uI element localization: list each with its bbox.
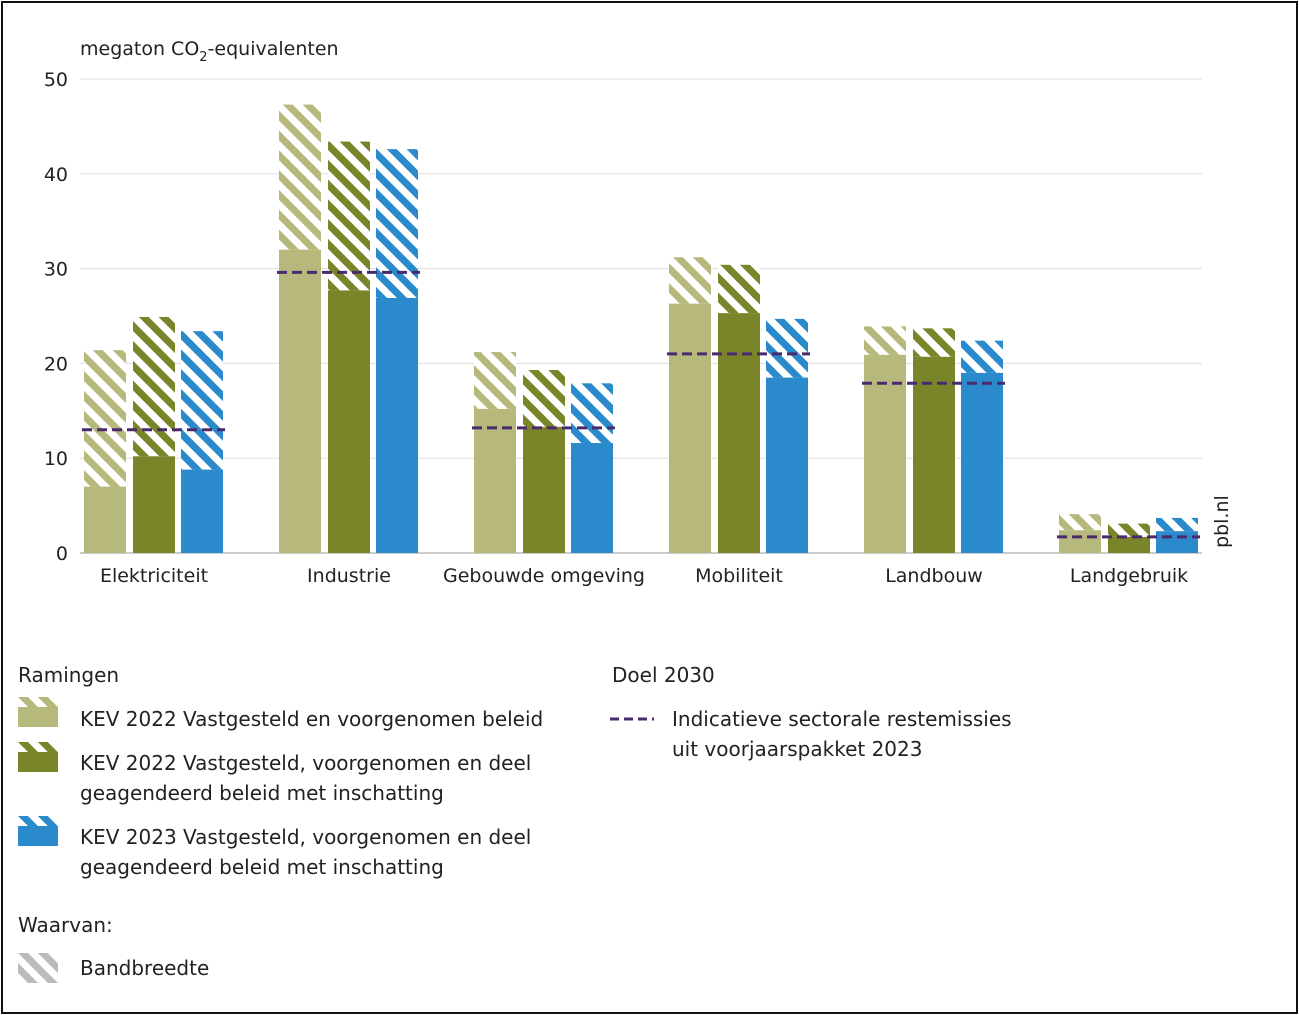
bar-range — [279, 104, 321, 250]
y-tick-label: 50 — [44, 69, 68, 91]
bar — [181, 469, 223, 553]
y-tick-label: 0 — [56, 543, 68, 565]
legend-swatch-bandbreedte — [18, 953, 58, 983]
legend-swatch-kev2022-vvd — [18, 742, 58, 772]
bar — [279, 249, 321, 553]
bar-range — [766, 318, 808, 378]
legend-item-2: KEV 2022 Vastgesteld, voorgenomen en dee… — [80, 751, 532, 805]
source-label: pbl.nl — [1211, 495, 1233, 548]
bar — [376, 297, 418, 553]
bar-range — [523, 370, 565, 427]
y-tick-label: 30 — [44, 259, 68, 281]
legend-target-line-icon — [610, 717, 654, 721]
bar — [474, 408, 516, 553]
bar — [1156, 531, 1198, 553]
bar — [718, 313, 760, 553]
legend-ramingen-title: Ramingen — [18, 663, 120, 687]
legend-swatch-kev2023-vvd — [18, 816, 58, 846]
bar — [913, 356, 955, 553]
bar — [328, 290, 370, 553]
legend-waarvan-title: Waarvan: — [18, 913, 113, 937]
bar-range — [864, 326, 906, 355]
bar-range — [181, 331, 223, 470]
bar-range — [571, 383, 613, 444]
bar-range — [376, 149, 418, 298]
x-tick-label: Elektriciteit — [100, 565, 208, 587]
bar-range — [718, 264, 760, 314]
bar — [84, 486, 126, 553]
bar — [523, 426, 565, 553]
bar-range — [913, 328, 955, 357]
legend-item-3: KEV 2023 Vastgesteld, voorgenomen en dee… — [80, 825, 532, 879]
bar — [133, 456, 175, 553]
bar-range — [84, 350, 126, 487]
x-tick-label: Industrie — [307, 565, 391, 587]
bar — [1059, 530, 1101, 553]
y-tick-label: 40 — [44, 164, 68, 186]
x-tick-label: Gebouwde omgeving — [443, 565, 645, 587]
y-axis-label: megaton CO2-equivalenten — [80, 38, 339, 65]
bar-range — [1108, 523, 1150, 537]
legend-item-1: KEV 2022 Vastgesteld en voorgenomen bele… — [80, 707, 544, 731]
bar — [864, 354, 906, 553]
x-tick-label: Mobiliteit — [695, 565, 783, 587]
bar-range — [133, 316, 175, 457]
bar-range — [328, 141, 370, 291]
bar-range — [474, 352, 516, 409]
y-tick-label: 10 — [44, 448, 68, 470]
bar — [961, 372, 1003, 553]
bar-range — [1156, 517, 1198, 532]
bar — [669, 303, 711, 553]
bar — [1108, 536, 1150, 553]
bar — [766, 377, 808, 553]
bar-range — [961, 340, 1003, 373]
legend-doel-title: Doel 2030 — [612, 663, 715, 687]
bar-range — [669, 257, 711, 304]
legend-bandbreedte: Bandbreedte — [80, 956, 210, 980]
bar-range — [1059, 514, 1101, 531]
bar — [571, 443, 613, 553]
legend-target: Indicatieve sectorale restemissies uit vo… — [672, 707, 1012, 761]
x-tick-label: Landbouw — [885, 565, 983, 587]
y-tick-label: 20 — [44, 353, 68, 375]
x-tick-label: Landgebruik — [1070, 565, 1188, 587]
legend-swatch-kev2022-vv — [18, 697, 58, 727]
